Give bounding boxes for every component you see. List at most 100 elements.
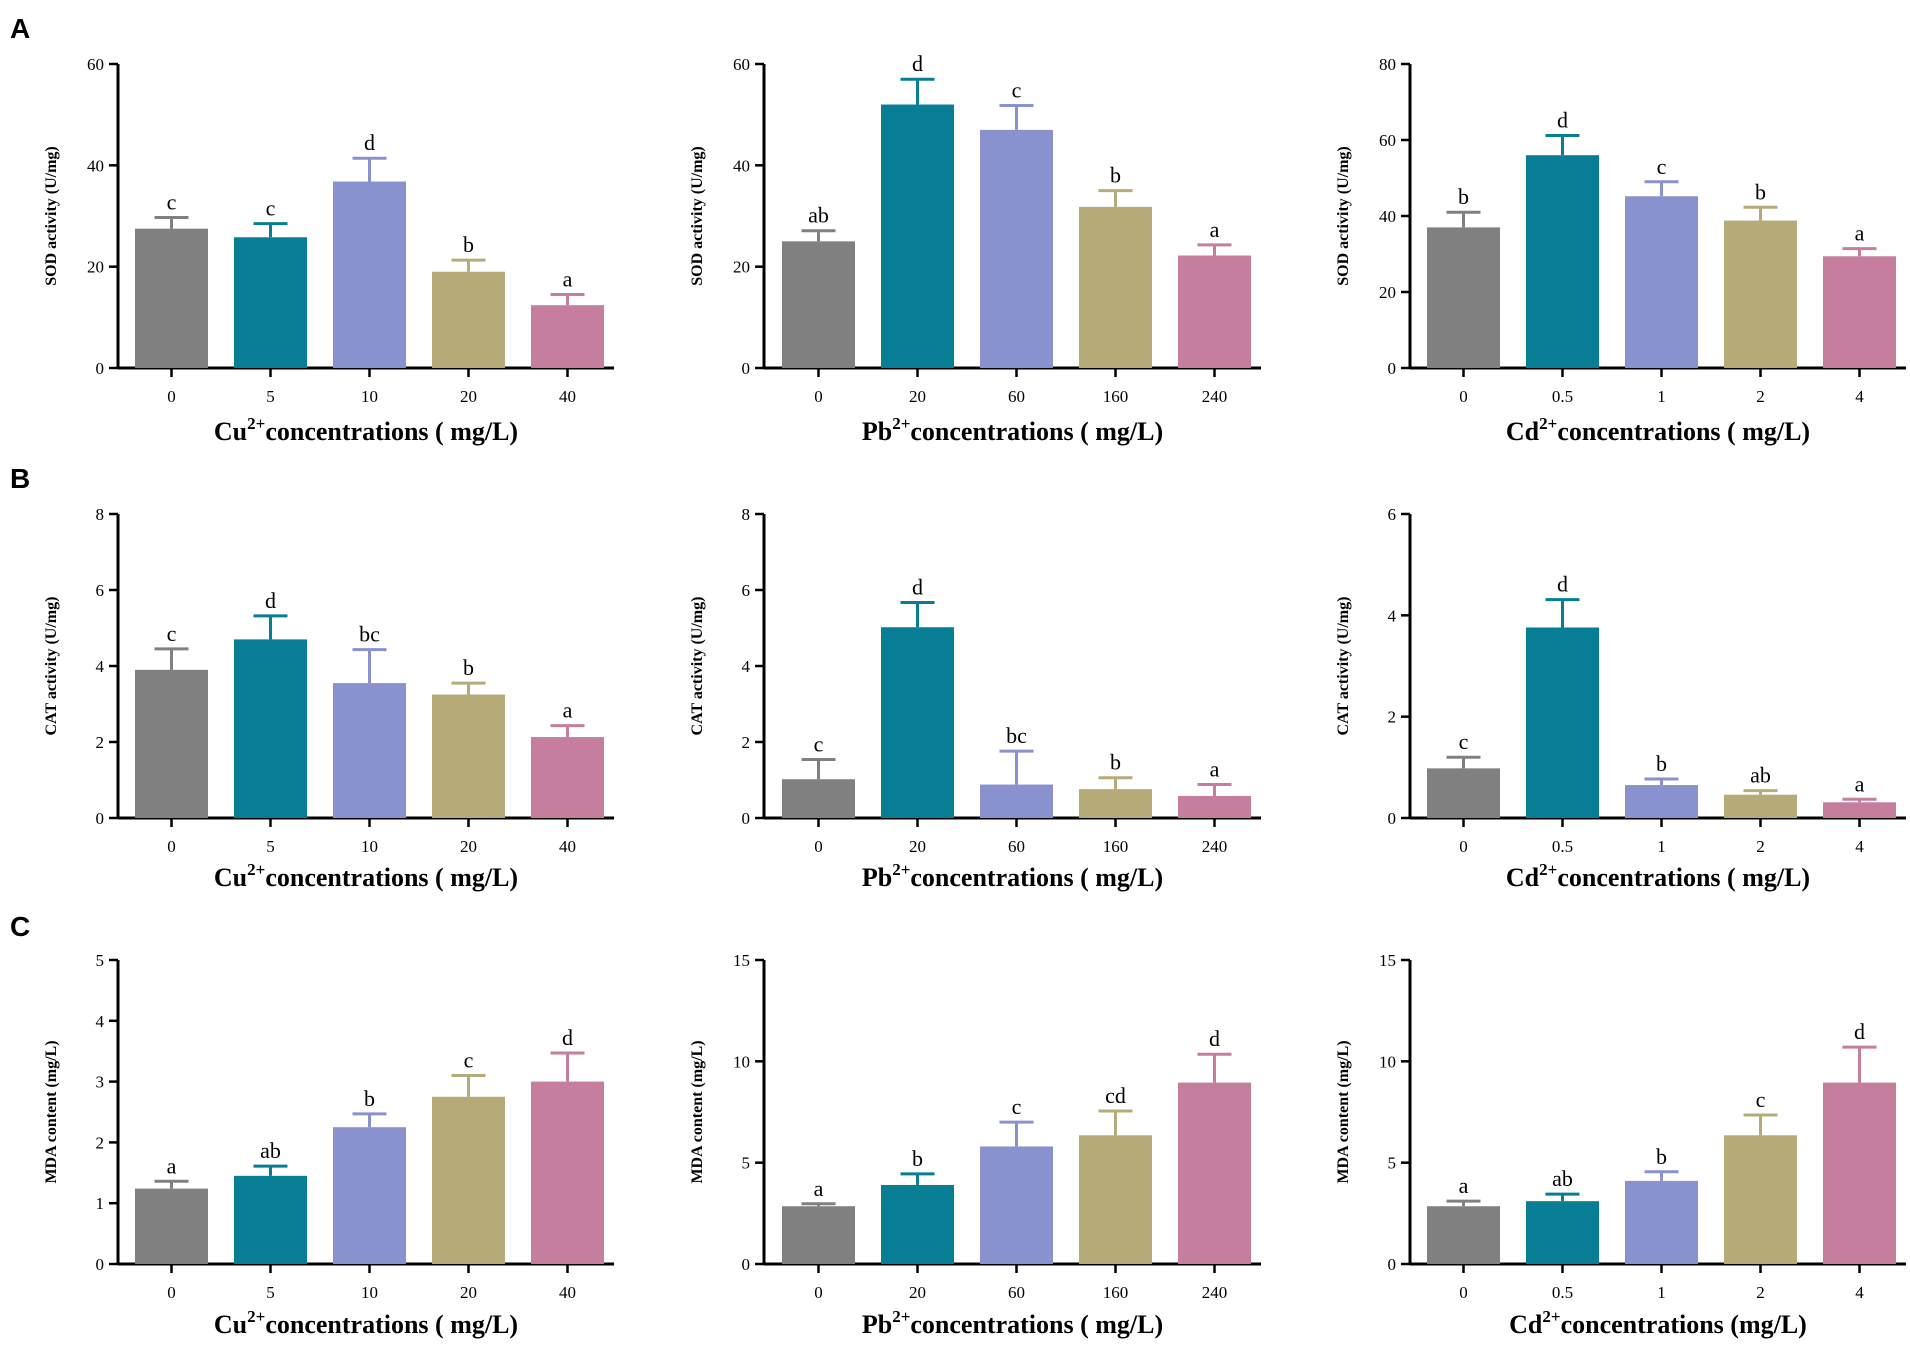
significance-label: d xyxy=(1557,572,1568,597)
row-labels: A B C xyxy=(10,13,30,942)
y-tick-label: 0 xyxy=(1388,359,1397,378)
bar xyxy=(980,129,1053,368)
significance-label: a xyxy=(563,698,573,723)
chart-b-cd: 0 2 4 6 CAT activity (U/mg) c 0 d 0.5 b 1 ab 2 a 4 Cd2+… xyxy=(1335,505,1906,892)
x-tick-label: 5 xyxy=(266,387,275,406)
x-axis-label-text: concentrations ( mg/L) xyxy=(265,1310,518,1339)
chart-a-cd: 0 20 40 60 80 SOD activity (U/mg) b 0 d 0.5 c 1 b 2 a 4… xyxy=(1335,55,1906,446)
significance-label: d xyxy=(364,130,375,155)
x-axis-label-charge: 2+ xyxy=(892,414,910,433)
significance-label: b xyxy=(364,1086,375,1111)
x-axis-label-ion: Cu xyxy=(214,1310,247,1339)
significance-label: b xyxy=(1656,1144,1667,1169)
x-tick-label: 20 xyxy=(460,387,477,406)
y-tick-label: 0 xyxy=(96,359,105,378)
significance-label: a xyxy=(1855,771,1865,796)
y-tick-label: 60 xyxy=(1379,131,1396,150)
x-axis-label-ion: Cu xyxy=(214,417,247,446)
chart-c-cd: 0 5 10 15 MDA content (mg/L) a 0 ab 0.5 b 1 c 2 d 4 Cd2… xyxy=(1335,951,1906,1339)
x-tick-label: 0 xyxy=(1459,837,1468,856)
bar xyxy=(432,271,505,368)
x-tick-label: 1 xyxy=(1657,1283,1666,1302)
y-axis-label: MDA content (mg/L) xyxy=(689,1040,706,1183)
x-axis-label-charge: 2+ xyxy=(247,414,265,433)
x-tick-label: 2 xyxy=(1756,387,1765,406)
x-axis-label-text: concentrations ( mg/L) xyxy=(1557,417,1810,446)
x-tick-label: 0 xyxy=(814,1283,823,1302)
x-axis-label-ion: Cd xyxy=(1506,417,1540,446)
x-tick-label: 5 xyxy=(266,837,275,856)
bar xyxy=(234,1175,307,1264)
x-tick-label: 0.5 xyxy=(1552,837,1573,856)
x-tick-label: 10 xyxy=(361,837,378,856)
x-tick-label: 0 xyxy=(814,387,823,406)
y-axis-label: SOD activity (U/mg) xyxy=(1335,146,1352,286)
x-axis-label: Cd2+concentrations ( mg/L) xyxy=(1506,860,1810,892)
x-axis-label-charge: 2+ xyxy=(892,1307,910,1326)
y-axis-label: CAT activity (U/mg) xyxy=(43,597,60,736)
x-axis-label-text: concentrations ( mg/L) xyxy=(265,863,518,892)
significance-label: a xyxy=(1855,221,1865,246)
x-axis-label-text: concentrations ( mg/L) xyxy=(910,417,1163,446)
x-tick-label: 0 xyxy=(167,387,176,406)
y-tick-label: 0 xyxy=(1388,1255,1397,1274)
y-axis-label: SOD activity (U/mg) xyxy=(689,146,706,286)
significance-label: c xyxy=(814,731,824,756)
x-tick-label: 0 xyxy=(1459,387,1468,406)
y-tick-label: 4 xyxy=(96,657,105,676)
chart-c-cu: 0 1 2 3 4 5 MDA content (mg/L) a 0 ab 5 b 10 c 20 d 40 Cu… xyxy=(43,951,614,1339)
x-axis-label-text: concentrations ( mg/L) xyxy=(910,1310,1163,1339)
significance-label: ab xyxy=(260,1138,281,1163)
bar xyxy=(531,305,604,368)
x-tick-label: 40 xyxy=(559,837,576,856)
x-tick-label: 160 xyxy=(1103,837,1129,856)
x-axis-label: Pb2+concentrations ( mg/L) xyxy=(862,1307,1163,1339)
x-tick-label: 4 xyxy=(1855,1283,1864,1302)
bar xyxy=(1178,1082,1251,1264)
y-tick-label: 60 xyxy=(87,55,104,74)
x-tick-label: 20 xyxy=(909,1283,926,1302)
bar xyxy=(782,1206,855,1264)
significance-label: bc xyxy=(359,622,380,647)
y-tick-label: 4 xyxy=(1388,606,1397,625)
chart-a-pb: 0 20 40 60 SOD activity (U/mg) ab 0 d 20 c 60 b 160 a… xyxy=(689,51,1261,446)
x-tick-label: 5 xyxy=(266,1283,275,1302)
significance-label: a xyxy=(1210,757,1220,782)
x-tick-label: 1 xyxy=(1657,837,1666,856)
x-tick-label: 1 xyxy=(1657,387,1666,406)
chart-c-pb: 0 5 10 15 MDA content (mg/L) a 0 b 20 c 60 cd 160 d 24… xyxy=(689,951,1261,1339)
y-tick-label: 8 xyxy=(96,505,105,524)
bar xyxy=(1526,627,1599,818)
significance-label: a xyxy=(1459,1173,1469,1198)
y-tick-label: 2 xyxy=(96,1133,105,1152)
x-tick-label: 0.5 xyxy=(1552,1283,1573,1302)
significance-label: bc xyxy=(1006,723,1027,748)
x-tick-label: 60 xyxy=(1008,837,1025,856)
x-tick-label: 40 xyxy=(559,1283,576,1302)
x-tick-label: 2 xyxy=(1756,1283,1765,1302)
y-tick-label: 6 xyxy=(742,581,751,600)
significance-label: c xyxy=(1012,78,1022,103)
bar xyxy=(1178,255,1251,368)
bar xyxy=(135,669,208,818)
bar xyxy=(1625,785,1698,818)
x-tick-label: 160 xyxy=(1103,387,1129,406)
bar xyxy=(881,104,954,369)
bar xyxy=(1724,1135,1797,1264)
x-axis-label-charge: 2+ xyxy=(892,860,910,879)
significance-label: c xyxy=(1459,729,1469,754)
bar xyxy=(782,779,855,818)
x-axis-label: Cu2+concentrations ( mg/L) xyxy=(214,860,518,892)
x-tick-label: 10 xyxy=(361,1283,378,1302)
row-label-c: C xyxy=(10,911,30,942)
bar xyxy=(1427,1206,1500,1264)
bar xyxy=(881,627,954,818)
significance-label: b xyxy=(1656,751,1667,776)
x-tick-label: 2 xyxy=(1756,837,1765,856)
y-tick-label: 3 xyxy=(96,1073,105,1092)
x-axis-label-ion: Pb xyxy=(862,417,892,446)
y-axis-label: SOD activity (U/mg) xyxy=(43,146,60,286)
x-axis-label-text: concentrations ( mg/L) xyxy=(265,417,518,446)
bar xyxy=(980,784,1053,818)
